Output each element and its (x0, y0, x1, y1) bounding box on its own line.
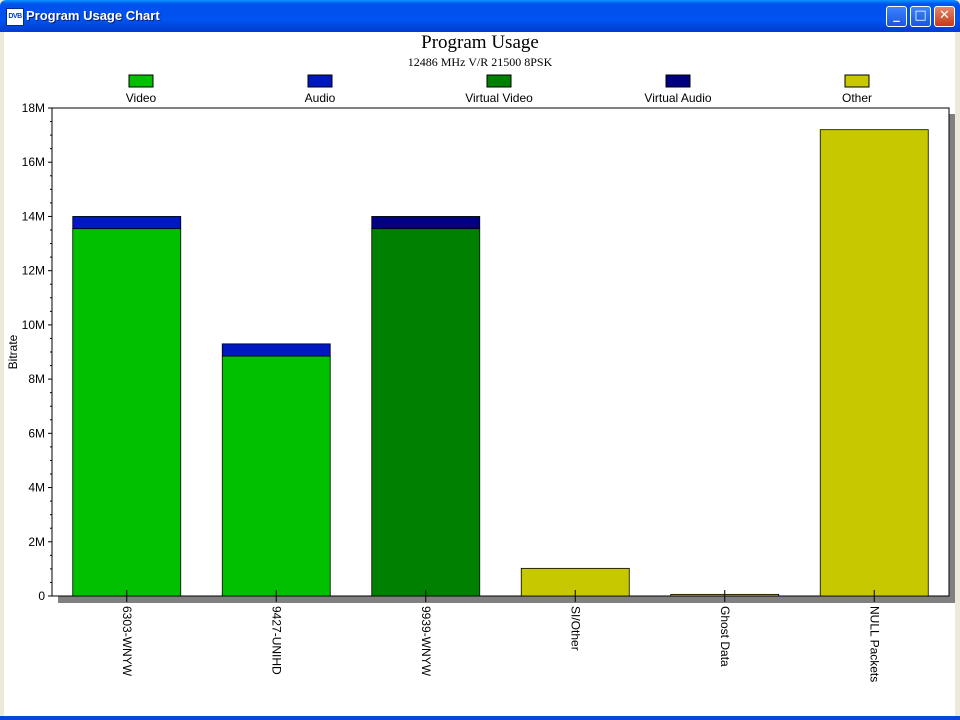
bars (72, 129, 929, 597)
y-tick-label: 10M (22, 318, 45, 332)
legend: Video Audio Virtual Video Virtual Audio Othe… (126, 74, 872, 105)
y-tick-label: 12M (22, 264, 45, 278)
legend-label-virtual-video: Virtual Video (465, 91, 533, 105)
x-axis: 6303-WNYW 9427-UNIHD 9939-WNYW SI/Other Ghos… (120, 590, 881, 682)
dvb-app-icon: DVB (6, 8, 24, 26)
legend-label-virtual-audio: Virtual Audio (644, 91, 711, 105)
legend-swatch-other (844, 74, 870, 88)
x-tick-label-9939-wnyw: 9939-WNYW (419, 606, 433, 677)
x-tick-label-null-packets: NULL Packets (867, 606, 881, 682)
bar-9939-wnyw-virtual-audio (371, 216, 481, 230)
y-tick-label: 6M (28, 426, 45, 440)
window-title: Program Usage Chart (26, 8, 160, 23)
x-tick-label-6303-wnyw: 6303-WNYW (120, 606, 134, 677)
y-tick-label: 0 (38, 589, 45, 603)
legend-label-video: Video (126, 91, 157, 105)
x-tick-label-9427-unihd: 9427-UNIHD (269, 606, 283, 675)
plot-frame (51, 107, 950, 597)
maximize-button[interactable]: □ (910, 6, 931, 27)
bar-9427-unihd-video (221, 355, 331, 597)
minimize-button[interactable]: _ (886, 6, 907, 27)
close-button[interactable]: ✕ (934, 6, 955, 27)
x-tick-label-si-other: SI/Other (568, 606, 582, 651)
title-bar[interactable]: DVB Program Usage Chart _ □ ✕ (0, 0, 960, 32)
legend-label-other: Other (842, 91, 872, 105)
chart-svg: Program Usage 12486 MHz V/R 21500 8PSK V… (6, 32, 955, 682)
bar-6303-wnyw-audio (72, 216, 182, 230)
chart-title: Program Usage (421, 32, 539, 53)
bar-6303-wnyw-video (72, 228, 182, 597)
chart-area: Program Usage 12486 MHz V/R 21500 8PSK V… (4, 32, 955, 716)
chart-subtitle: 12486 MHz V/R 21500 8PSK (408, 55, 553, 69)
bar-9427-unihd-audio (221, 343, 331, 357)
legend-swatch-virtual-audio (665, 74, 691, 88)
y-tick-label: 14M (22, 209, 45, 223)
y-tick-label: 16M (22, 155, 45, 169)
legend-swatch-video (128, 74, 154, 88)
bar-null-packets-other (819, 129, 929, 597)
y-tick-label: 8M (28, 372, 45, 386)
legend-swatch-audio (307, 74, 333, 88)
y-tick-label: 2M (28, 535, 45, 549)
y-tick-label: 4M (28, 481, 45, 495)
y-tick-label: 18M (22, 101, 45, 115)
y-axis: 0 2M 4M 6M 8M 10M 12M 14M 16M 18M (22, 101, 52, 603)
legend-swatch-virtual-video (486, 74, 512, 88)
legend-label-audio: Audio (305, 91, 336, 105)
x-tick-label-ghost-data: Ghost Data (718, 606, 732, 667)
window-frame-bottom (0, 716, 960, 720)
bar-9939-wnyw-virtual-video (371, 228, 481, 597)
y-axis-label: Bitrate (6, 334, 20, 369)
